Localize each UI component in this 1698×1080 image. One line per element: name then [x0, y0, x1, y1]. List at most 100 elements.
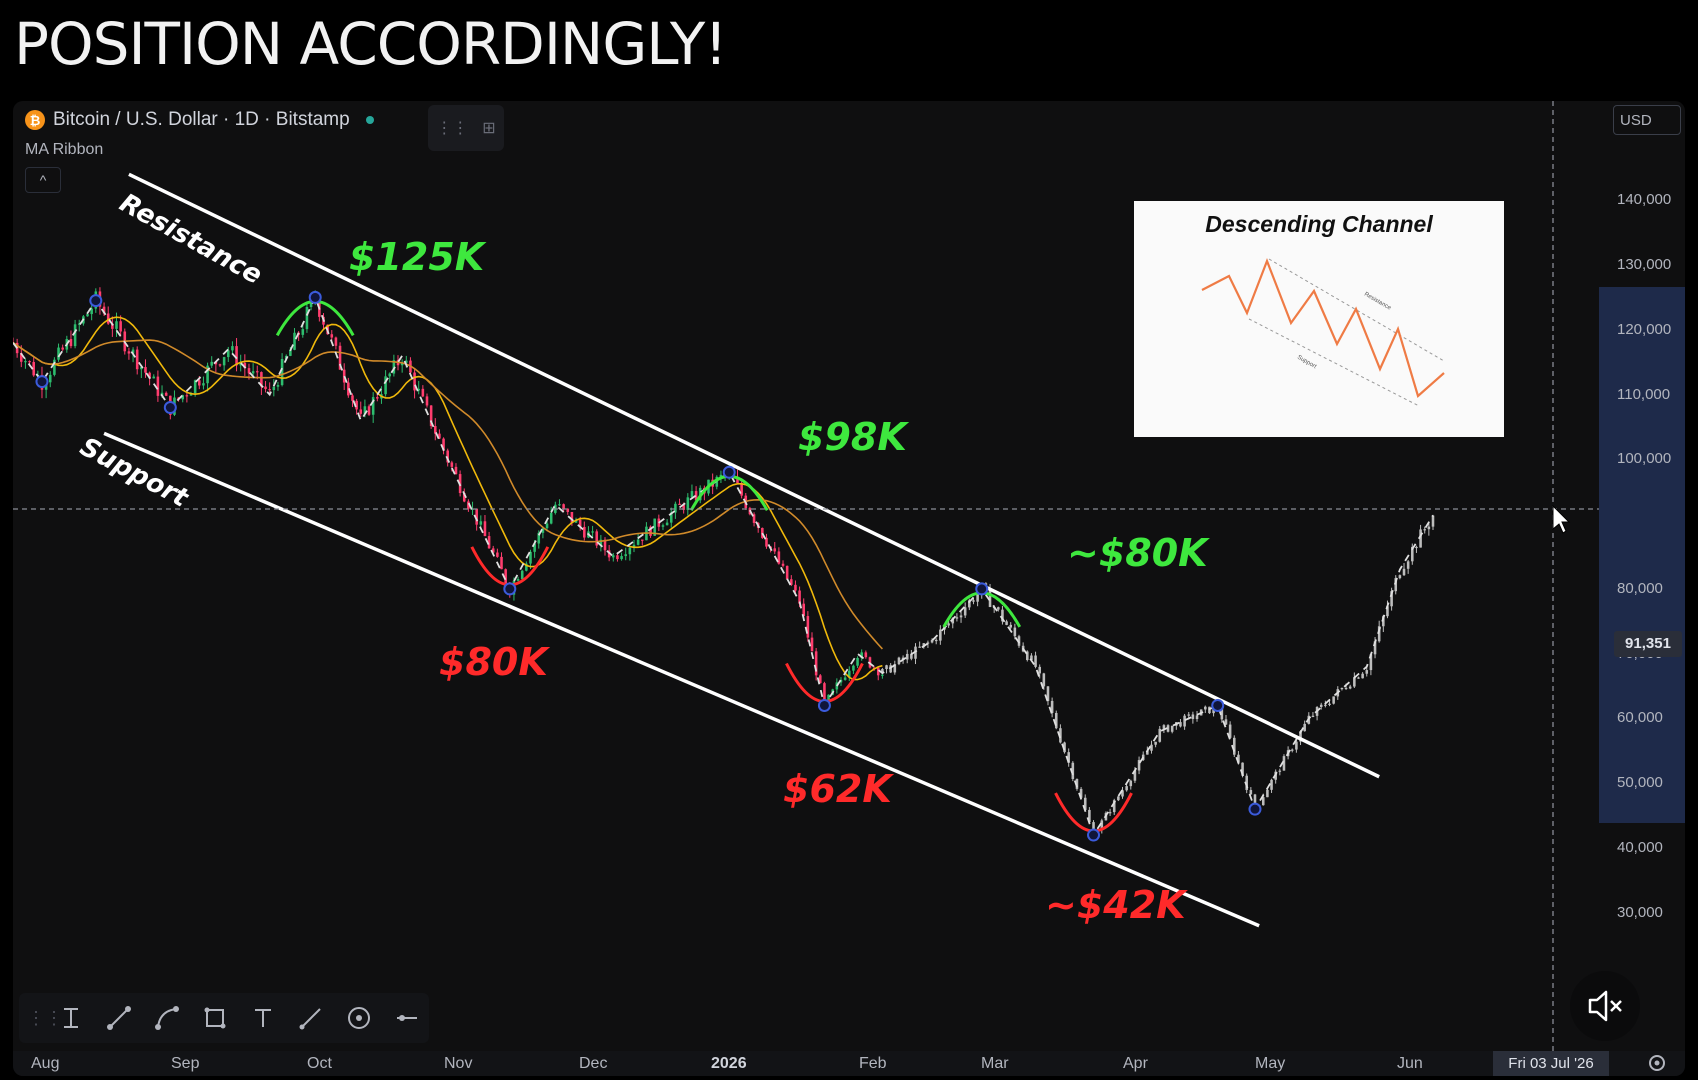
drawing-toolbar[interactable]: ⋮⋮: [19, 993, 429, 1043]
indicator-label[interactable]: MA Ribbon: [25, 141, 104, 158]
candle-body: [131, 349, 135, 354]
target-icon[interactable]: [343, 1002, 375, 1034]
candle-body: [367, 406, 371, 415]
candle-body: [1299, 731, 1302, 742]
candle-body: [251, 371, 255, 374]
candle-body: [914, 646, 917, 659]
candle-body: [1295, 741, 1298, 750]
candle-body: [1150, 744, 1153, 751]
candle-body: [620, 556, 623, 560]
layout-button[interactable]: ⋮⋮ ⊞: [428, 105, 504, 151]
candle-body: [1411, 546, 1414, 562]
candle-body: [1179, 722, 1182, 727]
candle-body: [289, 349, 292, 356]
candle-body: [583, 526, 586, 538]
candle-body: [1042, 673, 1046, 687]
candle-body: [719, 474, 723, 477]
peak-arc: [275, 299, 355, 337]
mute-button[interactable]: [1570, 971, 1640, 1041]
candle-body: [243, 362, 247, 369]
candle-body: [603, 539, 607, 551]
settings-icon[interactable]: [1647, 1053, 1667, 1076]
toolbar-grip-icon[interactable]: ⋮⋮: [27, 1007, 63, 1028]
candle-body: [1071, 762, 1075, 779]
candle-body: [413, 372, 416, 391]
currency-button[interactable]: USD: [1613, 105, 1681, 135]
candle-body: [558, 504, 561, 506]
inset-support-label: Support: [1296, 355, 1317, 371]
candle-body: [1431, 515, 1435, 527]
candle-body: [438, 433, 441, 439]
candle-body: [1278, 770, 1282, 772]
candle-body: [649, 526, 652, 536]
candle-body: [1059, 728, 1062, 743]
candle-body: [864, 652, 868, 658]
candle-body: [529, 551, 532, 564]
candle-body: [48, 374, 52, 383]
time-tick: Sep: [171, 1055, 200, 1072]
text-icon[interactable]: [247, 1002, 279, 1034]
candle-body: [922, 643, 926, 647]
line-icon[interactable]: [295, 1002, 327, 1034]
price-plot[interactable]: [13, 101, 1685, 1076]
candle-body: [578, 519, 582, 527]
time-axis[interactable]: Aug Sep Oct Nov Dec 2026 Feb Mar Apr May…: [13, 1051, 1685, 1076]
candle-body: [24, 361, 27, 363]
collapse-indicators-button[interactable]: ^: [25, 167, 61, 193]
moving-average-line: [13, 316, 883, 681]
trend-line-icon[interactable]: [103, 1002, 135, 1034]
symbol-title[interactable]: Bitcoin / U.S. Dollar · 1D · Bitstamp: [53, 109, 350, 130]
candle-body: [947, 623, 950, 626]
candle-body: [1253, 794, 1257, 810]
candle-body: [1394, 578, 1398, 592]
candle-body: [595, 531, 599, 546]
text-cursor-icon[interactable]: [55, 1002, 87, 1034]
inset-zigzag: [1201, 257, 1445, 398]
candle-body: [1282, 756, 1286, 771]
pivot-marker: [163, 401, 177, 415]
candle-body: [152, 376, 156, 379]
chart-frame[interactable]: ₿ Bitcoin / U.S. Dollar · 1D · Bitstamp …: [13, 101, 1685, 1076]
candle-body: [790, 579, 793, 585]
rectangle-icon[interactable]: [199, 1002, 231, 1034]
candle-body: [876, 667, 880, 676]
candle-body: [1290, 749, 1294, 751]
candle-body: [421, 388, 425, 397]
candle-body: [785, 565, 789, 580]
price-axis-band: [1599, 287, 1685, 823]
candle-body: [856, 657, 859, 666]
candle-body: [1406, 561, 1410, 569]
candle-body: [889, 665, 892, 673]
candle-body: [1340, 687, 1344, 690]
market-status-dot: [365, 116, 374, 124]
candle-body: [997, 607, 1000, 610]
candle-body: [1154, 741, 1157, 745]
candle-body: [69, 339, 73, 347]
candle-body: [193, 380, 197, 394]
candle-body: [881, 674, 884, 676]
candle-body: [1191, 714, 1195, 720]
candle-body: [1195, 715, 1199, 720]
candle-body: [591, 531, 594, 533]
candle-body: [1427, 526, 1431, 530]
candle-body: [363, 406, 367, 414]
candle-body: [475, 508, 478, 525]
inset-title: Descending Channel: [1205, 211, 1433, 237]
candle-body: [926, 642, 930, 644]
candle-body: [798, 590, 801, 604]
candle-body: [429, 405, 433, 427]
candle-body: [959, 615, 963, 618]
candle-body: [674, 503, 677, 513]
curve-icon[interactable]: [151, 1002, 183, 1034]
candle-body: [893, 664, 897, 673]
horizontal-line-icon[interactable]: [391, 1002, 423, 1034]
candle-body: [806, 616, 810, 638]
candle-body: [1423, 529, 1427, 531]
symbol-header[interactable]: ₿ Bitcoin / U.S. Dollar · 1D · Bitstamp: [25, 109, 374, 131]
candle-body: [1026, 651, 1029, 661]
candle-body: [235, 346, 238, 366]
candle-body: [1050, 700, 1054, 713]
candle-body: [144, 367, 147, 373]
candle-body: [106, 313, 110, 324]
candle-body: [425, 396, 429, 406]
